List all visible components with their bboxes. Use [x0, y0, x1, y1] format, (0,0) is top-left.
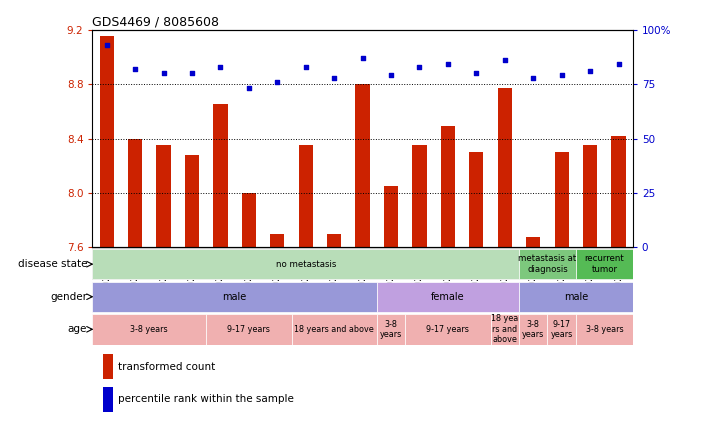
Text: transformed count: transformed count — [118, 362, 215, 372]
Bar — [498, 88, 512, 247]
Bar — [412, 146, 427, 247]
Text: metastasis at
diagnosis: metastasis at diagnosis — [518, 255, 577, 274]
Bar — [519, 282, 633, 312]
Bar — [100, 36, 114, 247]
Bar — [583, 146, 597, 247]
Text: 3-8
years: 3-8 years — [380, 320, 402, 339]
Point — [414, 63, 425, 70]
Text: 3-8
years: 3-8 years — [522, 320, 545, 339]
Bar — [441, 126, 455, 247]
Bar — [270, 234, 284, 247]
Bar — [519, 314, 547, 345]
Bar — [327, 234, 341, 247]
Text: disease state: disease state — [18, 259, 87, 269]
Text: male: male — [564, 292, 588, 302]
Bar — [92, 249, 519, 280]
Text: male: male — [223, 292, 247, 302]
Bar — [384, 186, 398, 247]
Point — [129, 66, 141, 72]
Point — [215, 63, 226, 70]
Point — [186, 70, 198, 77]
Bar — [213, 104, 228, 247]
Text: 3-8 years: 3-8 years — [131, 325, 168, 334]
Point — [101, 41, 112, 48]
Bar — [405, 314, 491, 345]
Point — [499, 57, 510, 63]
Point — [158, 70, 169, 77]
Point — [272, 79, 283, 85]
Bar — [92, 282, 377, 312]
Point — [328, 74, 340, 81]
Bar — [242, 193, 256, 247]
Bar — [128, 138, 142, 247]
Text: percentile rank within the sample: percentile rank within the sample — [118, 395, 294, 404]
Point — [471, 70, 482, 77]
Bar — [206, 314, 292, 345]
Point — [442, 61, 454, 68]
Bar — [377, 314, 405, 345]
Bar — [299, 146, 313, 247]
Bar — [103, 354, 113, 379]
Text: 18 years and above: 18 years and above — [294, 325, 374, 334]
Bar — [491, 314, 519, 345]
Text: female: female — [431, 292, 465, 302]
Bar — [555, 152, 569, 247]
Text: 3-8 years: 3-8 years — [586, 325, 623, 334]
Bar — [469, 152, 483, 247]
Bar — [526, 236, 540, 247]
Bar — [92, 314, 206, 345]
Point — [385, 72, 397, 79]
Text: no metastasis: no metastasis — [276, 260, 336, 269]
Bar — [356, 84, 370, 247]
Bar — [185, 155, 199, 247]
Text: age: age — [68, 324, 87, 334]
Text: 9-17
years: 9-17 years — [550, 320, 573, 339]
Bar — [292, 314, 377, 345]
Bar — [519, 249, 576, 280]
Bar — [576, 314, 633, 345]
Text: 9-17 years: 9-17 years — [228, 325, 270, 334]
Point — [613, 61, 624, 68]
Point — [357, 55, 368, 61]
Bar — [103, 387, 113, 412]
Point — [584, 68, 596, 74]
Text: 9-17 years: 9-17 years — [427, 325, 469, 334]
Text: gender: gender — [50, 292, 87, 302]
Point — [243, 85, 255, 92]
Text: 18 yea
rs and
above: 18 yea rs and above — [491, 314, 518, 344]
Point — [300, 63, 311, 70]
Bar — [576, 249, 633, 280]
Bar — [377, 282, 519, 312]
Text: recurrent
tumor: recurrent tumor — [584, 255, 624, 274]
Point — [556, 72, 567, 79]
Bar — [156, 146, 171, 247]
Bar — [611, 136, 626, 247]
Text: GDS4469 / 8085608: GDS4469 / 8085608 — [92, 16, 220, 28]
Bar — [547, 314, 576, 345]
Point — [528, 74, 539, 81]
